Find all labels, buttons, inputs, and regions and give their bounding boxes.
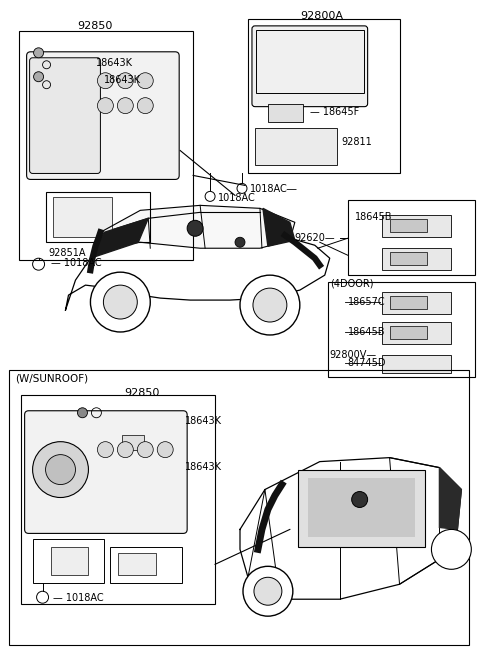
Circle shape xyxy=(240,275,300,335)
Text: 18657C: 18657C xyxy=(348,297,385,307)
Circle shape xyxy=(34,48,44,58)
Circle shape xyxy=(77,408,87,418)
Circle shape xyxy=(97,441,113,458)
FancyBboxPatch shape xyxy=(24,411,187,533)
Bar xyxy=(33,539,104,583)
Polygon shape xyxy=(439,468,461,529)
Circle shape xyxy=(117,73,133,89)
Polygon shape xyxy=(90,205,295,258)
Circle shape xyxy=(137,73,153,89)
Polygon shape xyxy=(90,218,148,258)
Text: 92851A: 92851A xyxy=(48,248,86,258)
Bar xyxy=(19,31,193,260)
Circle shape xyxy=(117,98,133,113)
Circle shape xyxy=(137,441,153,458)
Text: 18645B: 18645B xyxy=(348,327,385,337)
Text: 18643K: 18643K xyxy=(185,462,222,472)
Bar xyxy=(390,326,428,339)
Circle shape xyxy=(117,441,133,458)
Text: — 1018AC: — 1018AC xyxy=(52,593,103,604)
Bar xyxy=(256,30,364,92)
Text: 92850: 92850 xyxy=(125,388,160,398)
Text: 18643K: 18643K xyxy=(96,58,133,68)
Polygon shape xyxy=(240,458,461,599)
Bar xyxy=(308,478,416,537)
Text: — 18645F: — 18645F xyxy=(310,107,359,117)
Bar xyxy=(268,104,303,121)
Bar xyxy=(298,470,425,547)
FancyBboxPatch shape xyxy=(30,58,100,173)
Circle shape xyxy=(33,441,88,497)
Bar xyxy=(255,127,336,165)
Circle shape xyxy=(97,73,113,89)
Bar xyxy=(390,219,428,232)
Bar xyxy=(382,355,451,373)
Text: — 1018AC: — 1018AC xyxy=(50,258,101,268)
Bar xyxy=(52,197,112,237)
FancyBboxPatch shape xyxy=(252,26,368,107)
Text: 1018AC: 1018AC xyxy=(218,194,256,203)
Circle shape xyxy=(46,455,75,485)
Polygon shape xyxy=(263,209,295,246)
Bar xyxy=(382,292,451,314)
Bar xyxy=(390,296,428,309)
Text: (4DOOR): (4DOOR) xyxy=(330,278,373,288)
Text: 92850: 92850 xyxy=(78,21,113,31)
Bar xyxy=(50,547,88,575)
Bar xyxy=(21,395,215,604)
Polygon shape xyxy=(65,230,330,310)
FancyBboxPatch shape xyxy=(26,52,179,180)
Circle shape xyxy=(97,98,113,113)
Text: 92811: 92811 xyxy=(342,136,372,146)
Bar xyxy=(248,19,399,173)
Bar xyxy=(390,252,428,265)
Bar xyxy=(348,200,475,275)
Text: 92800A: 92800A xyxy=(300,11,343,21)
Circle shape xyxy=(254,577,282,605)
Circle shape xyxy=(187,220,203,236)
Circle shape xyxy=(157,441,173,458)
Bar xyxy=(119,554,156,575)
Circle shape xyxy=(243,566,293,616)
Circle shape xyxy=(90,272,150,332)
Text: 92800V—: 92800V— xyxy=(330,350,377,360)
Circle shape xyxy=(432,529,471,569)
Circle shape xyxy=(235,237,245,247)
Circle shape xyxy=(352,491,368,508)
Text: 1018AC―: 1018AC― xyxy=(250,184,298,194)
Circle shape xyxy=(103,285,137,319)
Bar xyxy=(382,215,451,237)
Circle shape xyxy=(34,72,44,82)
Bar xyxy=(328,282,475,377)
Circle shape xyxy=(253,288,287,322)
Bar xyxy=(382,322,451,344)
Text: 18645B: 18645B xyxy=(355,213,392,222)
Bar xyxy=(122,435,144,449)
Bar xyxy=(9,370,469,645)
Bar xyxy=(46,192,150,242)
Text: 92620—: 92620— xyxy=(295,234,336,243)
Text: 18643K: 18643K xyxy=(104,75,142,85)
Text: 18643K: 18643K xyxy=(185,416,222,426)
Bar xyxy=(110,547,182,583)
Circle shape xyxy=(137,98,153,113)
Bar xyxy=(382,248,451,270)
Text: 84745D: 84745D xyxy=(348,358,386,368)
Text: (W/SUNROOF): (W/SUNROOF) xyxy=(15,374,88,384)
